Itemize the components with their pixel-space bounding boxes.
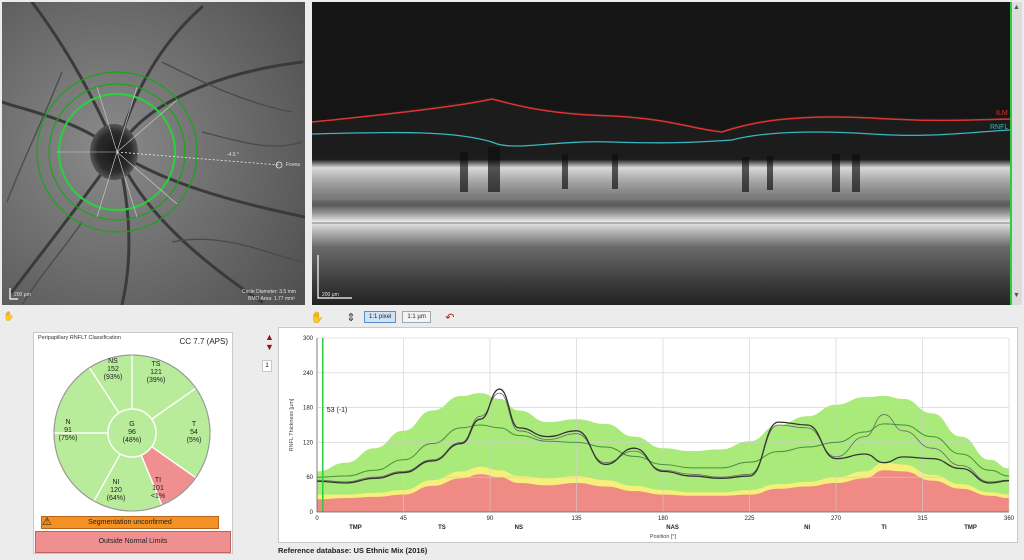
classification-result-bar: Outside Normal Limits: [35, 531, 231, 553]
x-tick-90: 90: [487, 516, 494, 522]
pan-hand-icon[interactable]: ✋: [310, 311, 324, 324]
x-tick-270: 270: [831, 516, 842, 522]
sector-label-tmp: TMP: [964, 525, 977, 531]
y-tick-0: 0: [310, 510, 314, 516]
cc-label: CC 7.7 (APS): [179, 337, 228, 346]
sector-ns-value: 152: [107, 366, 119, 373]
x-tick-360: 360: [1004, 516, 1015, 522]
sector-ns-id: NS: [108, 358, 118, 365]
sector-ti-pct: <1%: [150, 493, 166, 500]
y-tick-180: 180: [303, 406, 314, 412]
scroll-down-icon[interactable]: ▼: [1013, 292, 1020, 299]
y-axis-label: RNFL Thickness [µm]: [289, 398, 295, 451]
sector-ts-id: TS: [151, 361, 161, 368]
scale-1to1-um-button[interactable]: 1:1 µm: [402, 311, 431, 323]
marker-label: 53 (-1): [327, 407, 348, 414]
x-tick-0: 0: [315, 516, 319, 522]
sector-t: T 54 (5%): [174, 421, 214, 445]
sector-label-tmp: TMP: [349, 525, 362, 531]
sector-n-id: N: [65, 419, 71, 426]
classification-panel: Peripapillary RNFLT Classification CC 7.…: [33, 332, 233, 554]
sector-g-value: 96: [128, 429, 136, 436]
circle-info: Circle Diameter: 3.5 mm: [242, 289, 296, 295]
x-tick-180: 180: [658, 516, 669, 522]
sector-ti: TI 101 <1%: [138, 477, 178, 501]
sector-ts: TS 121 (39%): [136, 361, 176, 385]
x-tick-45: 45: [400, 516, 407, 522]
sector-n: N 91 (75%): [48, 419, 88, 443]
sector-ts-pct: (39%): [146, 377, 166, 384]
y-tick-60: 60: [306, 475, 313, 481]
bmo-info: BMO Area: 1.77 mm²: [248, 296, 295, 302]
sector-n-pct: (75%): [58, 435, 78, 442]
oct-scrollbar[interactable]: ▲ ▼: [1012, 2, 1022, 305]
fundus-image[interactable]: 200 µm -4.5 ° Fovea Circle Diameter: 3.5…: [2, 2, 305, 305]
angle-label: -4.5 °: [227, 152, 240, 158]
fovea-label: Fovea: [286, 162, 300, 168]
sector-label-ni: NI: [804, 525, 810, 531]
classification-title: Peripapillary RNFLT Classification: [38, 335, 121, 341]
y-tick-120: 120: [303, 440, 314, 446]
sector-label-ti: TI: [881, 525, 887, 531]
sector-label-nas: NAS: [666, 525, 679, 531]
ilm-label: ILM: [996, 110, 1008, 117]
fit-height-icon[interactable]: ⇕: [346, 311, 356, 324]
reference-database-label: Reference database: US Ethnic Mix (2016): [278, 546, 428, 555]
y-tick-240: 240: [303, 371, 314, 377]
series-mean-line: [316, 423, 1010, 478]
prev-arrow-icon[interactable]: ▲: [265, 332, 274, 342]
sector-t-id: T: [191, 421, 197, 428]
sector-ti-value: 101: [152, 485, 164, 492]
fundus-scale-label: 200 µm: [14, 292, 31, 298]
sector-g: G 96 (48%): [112, 421, 152, 445]
toolbar: ✋ ⇕ 1:1 pixel 1:1 µm ↶: [310, 308, 457, 326]
sector-label-ts: TS: [438, 525, 446, 531]
sector-ni-id: NI: [112, 479, 120, 486]
sector-ni-pct: (64%): [106, 495, 126, 502]
sector-g-pct: (48%): [122, 437, 142, 444]
y-tick-300: 300: [303, 336, 314, 342]
sector-t-pct: (5%): [186, 437, 202, 444]
chart-svg: 53 (-1) 0 60 120 180 240 300 0 45 90 135 180 225 270…: [289, 336, 1015, 540]
sector-n-value: 91: [64, 427, 72, 434]
sector-ns-pct: (93%): [103, 374, 123, 381]
next-arrow-icon[interactable]: ▼: [265, 342, 274, 352]
sector-ni: NI 120 (64%): [96, 479, 136, 503]
series-measured-line: [316, 388, 1010, 484]
sector-g-id: G: [129, 421, 135, 428]
series-prior-line: [316, 392, 1010, 483]
x-tick-315: 315: [917, 516, 928, 522]
x-tick-135: 135: [571, 516, 582, 522]
sector-ts-value: 121: [150, 369, 162, 376]
oct-bscan[interactable]: 200 µm ILM RNFL: [312, 2, 1012, 305]
reset-icon[interactable]: ↶: [445, 311, 455, 324]
sector-t-value: 54: [190, 429, 198, 436]
rnfl-label: RNFL: [990, 124, 1009, 131]
page-indicator[interactable]: 1: [262, 360, 272, 372]
hand-tool-icon[interactable]: ✋: [3, 311, 15, 321]
oct-scale-label: 200 µm: [322, 292, 339, 298]
sector-label-ns: NS: [515, 525, 523, 531]
rnfl-thickness-chart[interactable]: 53 (-1) 0 60 120 180 240 300 0 45 90 135 180 225 270…: [278, 327, 1018, 543]
scale-1to1-pixel-button[interactable]: 1:1 pixel: [364, 311, 397, 323]
segmentation-status-bar: Segmentation unconfirmed: [41, 516, 219, 529]
sector-ni-value: 120: [110, 487, 122, 494]
scroll-up-icon[interactable]: ▲: [1013, 4, 1020, 11]
sector-ti-id: TI: [154, 477, 162, 484]
sector-ns: NS 152 (93%): [93, 358, 133, 382]
warning-icon: ⚠: [42, 516, 52, 528]
x-tick-225: 225: [744, 516, 755, 522]
x-axis-label: Position [°]: [650, 534, 677, 540]
